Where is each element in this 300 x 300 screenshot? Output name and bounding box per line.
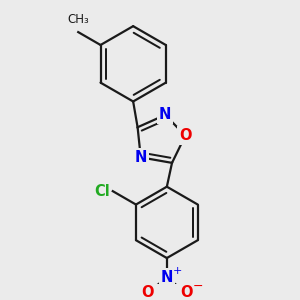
- Text: O: O: [180, 285, 193, 300]
- Text: O: O: [141, 285, 153, 300]
- Text: O: O: [179, 128, 191, 143]
- Text: N: N: [159, 107, 172, 122]
- Text: N: N: [135, 150, 147, 165]
- Text: N: N: [161, 270, 173, 285]
- Text: +: +: [173, 266, 182, 276]
- Text: CH₃: CH₃: [68, 13, 89, 26]
- Text: Cl: Cl: [94, 184, 110, 199]
- Text: −: −: [192, 280, 203, 293]
